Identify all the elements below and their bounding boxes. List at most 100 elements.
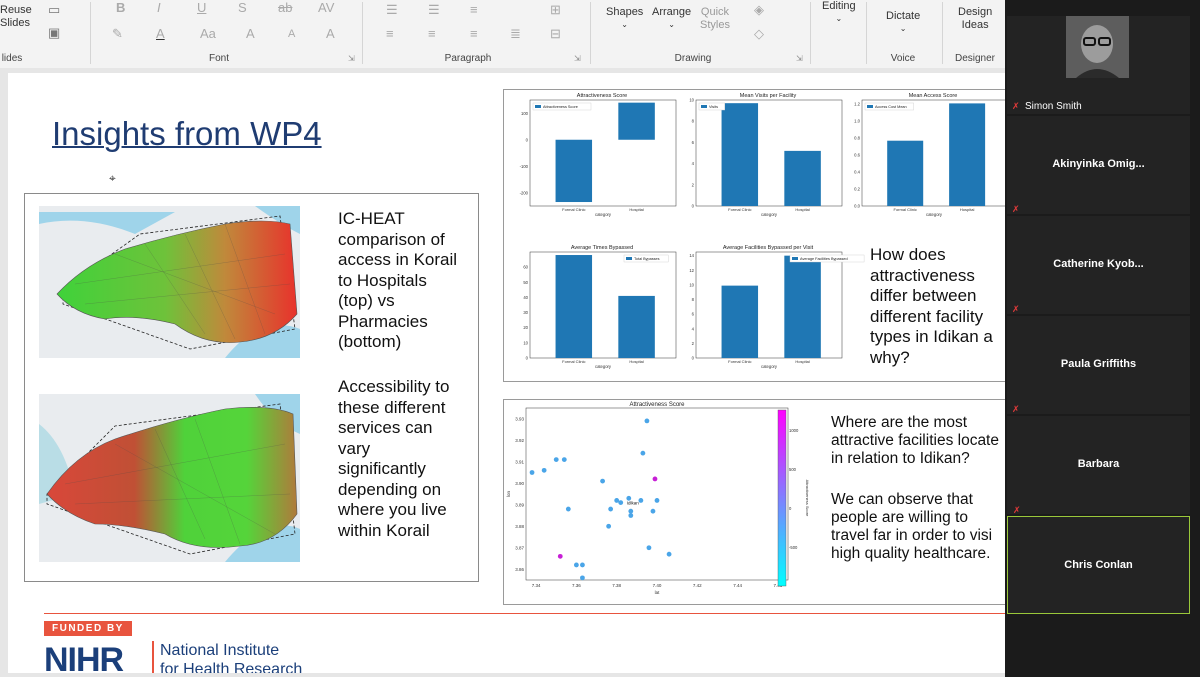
map-panel[interactable]: IC-HEAT comparison of access in Korail t… [24, 193, 479, 582]
x-tick-label: 7.44 [733, 583, 742, 588]
voice-group-label: Voice [890, 53, 916, 64]
align-text-icon[interactable]: ⊞ [550, 2, 561, 17]
design-ideas-button[interactable]: Design Ideas [958, 6, 993, 31]
legend-swatch [535, 105, 541, 108]
strikethrough-ab-icon[interactable]: ab [278, 0, 293, 15]
font-color-icon[interactable]: A [156, 26, 165, 41]
data-point [652, 476, 658, 482]
y-tick-label: 30 [523, 310, 528, 315]
nihr-full-name: National Institute for Health Research [160, 642, 303, 673]
bar [887, 140, 924, 206]
arrange-label: Arrange [652, 6, 692, 18]
slide-title[interactable]: Insights from WP4 [52, 115, 322, 152]
scatter-chart: Attractiveness Score 7.34 7.36 7.38 7.40 7.42… [506, 402, 810, 595]
participant-tile[interactable]: ✗ Simon Smith [1007, 16, 1190, 114]
y-tick-label: 0 [692, 204, 695, 209]
map-description-top[interactable]: IC-HEAT comparison of access in Korail t… [338, 209, 458, 351]
grow-font-icon[interactable]: A [246, 26, 255, 41]
shape-outline-icon[interactable]: ◇ [754, 26, 764, 41]
mic-muted-icon: ✗ [1012, 101, 1020, 111]
observation-text[interactable]: We can observe that people are willing t… [831, 491, 993, 562]
align-left-icon[interactable]: ≡ [386, 26, 394, 41]
underline-icon[interactable]: U [197, 0, 207, 15]
y-tick-label: 0 [692, 356, 695, 361]
y-tick-label: 10 [689, 282, 694, 287]
x-axis-label: category [926, 212, 943, 217]
scatter-panel[interactable]: Attractiveness Score 7.34 7.36 7.38 7.40 7.42… [503, 399, 1012, 605]
drawing-group-label: Drawing [674, 53, 712, 64]
section-icon[interactable]: ▣ [48, 25, 61, 40]
participant-name: Chris Conlan [1064, 559, 1133, 571]
data-point [565, 506, 571, 512]
editing-button[interactable]: Editing ⌄ [822, 0, 856, 24]
layout-icon[interactable]: ▭ [48, 2, 61, 17]
clear-format-icon[interactable]: A [326, 26, 335, 41]
decrease-indent-icon[interactable]: ☰ [386, 2, 398, 17]
chart-title: Mean Visits per Facility [740, 93, 797, 99]
separator [590, 2, 591, 64]
legend-swatch [792, 257, 798, 260]
logo-divider [152, 641, 154, 673]
participant-tile[interactable]: Akinyinka Omig... [1007, 116, 1190, 214]
x-tick-label: 7.34 [532, 583, 541, 588]
justify-icon[interactable]: ≣ [510, 26, 521, 41]
data-point [561, 457, 567, 462]
font-dialog-launcher-icon[interactable]: ⇲ [348, 54, 355, 63]
y-tick-label: 3.93 [515, 416, 524, 421]
shrink-font-icon[interactable]: A [288, 28, 296, 40]
shapes-button[interactable]: Shapes ⌄ [606, 6, 643, 30]
participants-panel: ✗ Simon Smith Akinyinka Omig... Catherin… [1005, 0, 1200, 677]
participant-tile[interactable]: Paula Griffiths ✗ [1007, 304, 1190, 414]
participant-tile[interactable]: Barbara ✗ [1007, 404, 1190, 514]
data-point [573, 562, 579, 568]
data-point [654, 498, 660, 503]
data-point [606, 523, 612, 529]
attractiveness-question[interactable]: How does attractiveness differ between d… [870, 245, 993, 367]
drawing-dialog-launcher-icon[interactable]: ⇲ [796, 54, 803, 63]
participant-name: Akinyinka Omig... [1052, 158, 1145, 170]
data-point [580, 575, 585, 581]
data-point [628, 513, 634, 518]
line-spacing-icon[interactable]: ≡ [470, 2, 478, 17]
dictate-button[interactable]: Dictate ⌄ [886, 10, 920, 34]
quick-styles-button[interactable]: Quick Styles [700, 6, 730, 31]
paragraph-dialog-launcher-icon[interactable]: ⇲ [574, 54, 581, 63]
legend-label: Attractiveness Score [543, 105, 578, 109]
strikethrough-icon[interactable]: S [238, 0, 247, 15]
x-axis-label: category [595, 364, 612, 369]
bar [555, 255, 593, 358]
character-spacing-icon[interactable]: AV [318, 0, 335, 15]
footer-divider [44, 613, 1036, 614]
align-center-icon[interactable]: ≡ [428, 26, 436, 41]
map-description-bottom[interactable]: Accessibility to these different service… [338, 377, 450, 540]
y-tick-label: 4 [692, 326, 695, 331]
highlighter-icon[interactable]: ✎ [112, 26, 123, 41]
smartart-icon[interactable]: ⊟ [550, 26, 561, 41]
x-tick-label: Formal Clinic [728, 359, 751, 364]
y-tick-label: 3.86 [515, 567, 524, 572]
increase-indent-icon[interactable]: ☰ [428, 2, 440, 17]
y-tick-label: 2 [692, 341, 695, 346]
participant-tile[interactable]: Catherine Kyob... ✗ [1007, 204, 1190, 314]
participant-tile-active-speaker[interactable]: Chris Conlan ✗ [1007, 505, 1190, 614]
y-tick-label: 1.2 [854, 102, 860, 107]
x-tick-label: Hospital [629, 207, 644, 212]
arrange-button[interactable]: Arrange ⌄ [652, 6, 691, 30]
y-tick-label: 3.89 [515, 502, 524, 507]
bold-icon[interactable]: B [116, 0, 126, 15]
participant-name: Barbara [1077, 458, 1120, 470]
bar-chart: Mean Visits per Facility 0 2 4 6 8 10 Formal Cl… [689, 93, 843, 217]
location-question[interactable]: Where are the most attractive facilities… [831, 414, 999, 467]
x-tick-label: 7.42 [693, 583, 702, 588]
italic-icon[interactable]: I [157, 0, 161, 15]
shape-fill-icon[interactable]: ◈ [754, 2, 764, 17]
align-right-icon[interactable]: ≡ [470, 26, 478, 41]
data-point [640, 450, 646, 456]
change-case-icon[interactable]: Aa [200, 26, 216, 41]
y-tick-label: 0 [526, 356, 529, 361]
bar-charts-panel[interactable]: Attractiveness Score -200 -100 0 100 Formal C… [503, 89, 1012, 382]
data-point [541, 467, 547, 473]
reuse-slides-button[interactable]: Reuse Slides [0, 4, 32, 29]
designer-group-label: Designer [954, 53, 996, 64]
slide[interactable]: Insights from WP4 ⌖ [8, 73, 1082, 673]
